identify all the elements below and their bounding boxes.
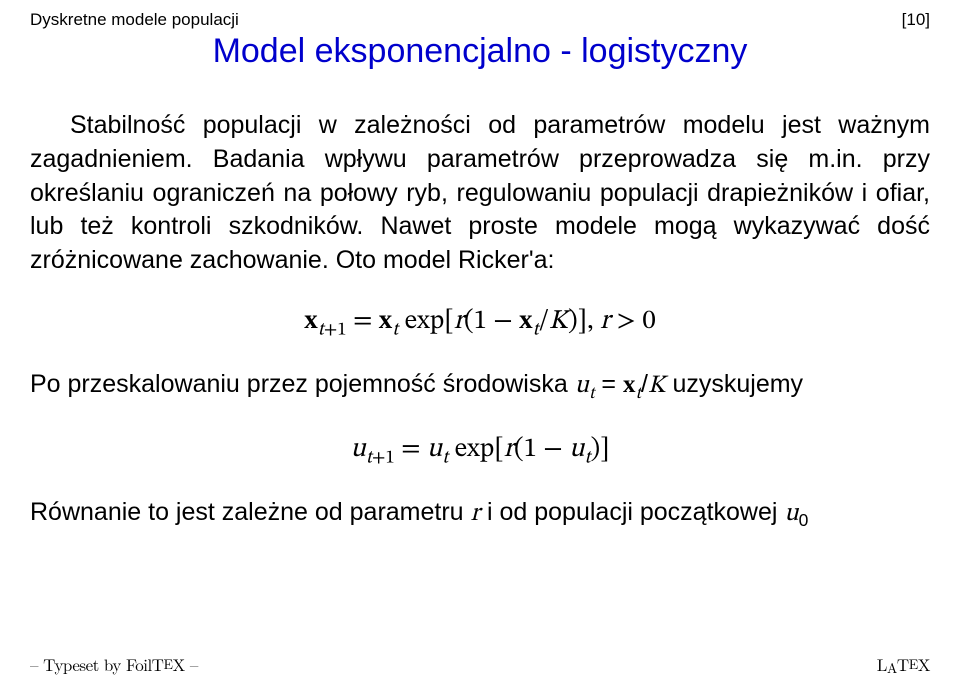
page-root: Dyskretne modele populacji [10] Model ek…	[0, 0, 960, 690]
mid-line: Po przeskalowaniu przez pojemność środow…	[30, 368, 930, 407]
page-header: Dyskretne modele populacji [10]	[30, 10, 930, 30]
closing-line: Równanie to jest zależne od parametru r …	[30, 496, 930, 533]
page-footer: – Typeset by FoilTEX – LATEX	[30, 652, 930, 676]
footer-typeset: – Typeset by FoilTEX –	[30, 652, 198, 676]
header-left: Dyskretne modele populacji	[30, 10, 239, 30]
footer-latex-logo: LATEX	[877, 652, 930, 676]
intro-paragraph: Stabilność populacji w zależności od par…	[30, 109, 930, 278]
equation-rescaled: ut+1 = ut exp[r(1 − ut)]	[30, 433, 930, 470]
page-title: Model eksponencjalno - logistyczny	[30, 32, 930, 71]
header-page-number: [10]	[902, 10, 930, 30]
equation-ricker: xt+1 = xt exp[r(1 − xt/K)], r > 0	[30, 304, 930, 342]
